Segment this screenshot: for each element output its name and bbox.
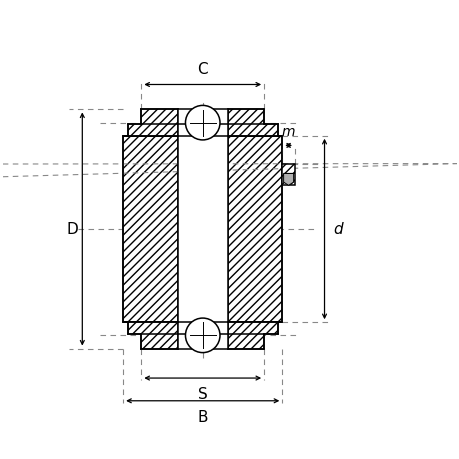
Polygon shape (193, 114, 212, 133)
Polygon shape (123, 110, 177, 136)
Text: S: S (197, 386, 207, 401)
Polygon shape (177, 323, 227, 349)
Circle shape (185, 106, 219, 140)
Text: D: D (66, 222, 78, 237)
Circle shape (185, 319, 219, 353)
Text: C: C (197, 62, 207, 77)
Text: B: B (197, 409, 207, 424)
Polygon shape (227, 110, 282, 136)
Polygon shape (227, 136, 282, 323)
Text: m: m (281, 124, 295, 138)
Polygon shape (177, 136, 227, 323)
Polygon shape (177, 110, 227, 136)
Polygon shape (123, 323, 177, 349)
Polygon shape (193, 326, 212, 345)
Polygon shape (283, 174, 293, 186)
Text: d: d (333, 222, 342, 237)
Polygon shape (123, 136, 177, 323)
Polygon shape (282, 164, 294, 186)
Polygon shape (227, 323, 282, 349)
